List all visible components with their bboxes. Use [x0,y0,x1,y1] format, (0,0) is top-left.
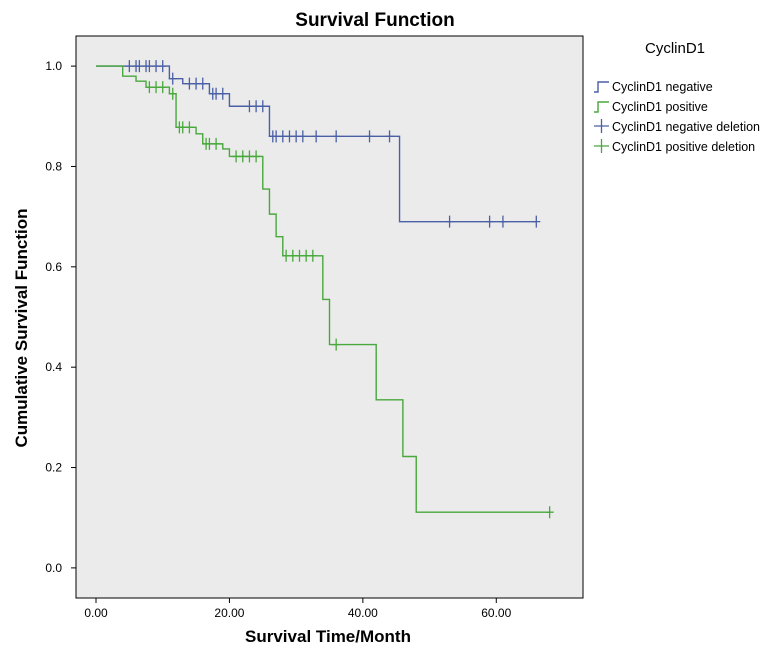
x-axis-title: Survival Time/Month [245,627,411,646]
censor-mark [212,137,221,150]
legend-label: CyclinD1 positive [612,100,708,114]
legend-label: CyclinD1 positive deletion [612,140,755,154]
y-tick-label: 1.0 [45,59,62,73]
censor-mark [145,60,154,73]
censor-mark [252,100,261,113]
censor-mark [532,215,541,228]
censor-mark [232,150,241,163]
censor-mark [385,130,394,143]
censor-mark [282,249,291,262]
legend-plus-icon [594,119,609,133]
legend-items: CyclinD1 negative CyclinD1 positive Cyclin… [594,80,760,154]
chart-title: Survival Function [295,10,454,31]
x-tick-label: 0.00 [84,606,108,620]
censor-mark [212,87,221,100]
censor-mark [145,81,154,94]
censor-mark [125,60,134,73]
legend-step-icon [594,81,609,93]
censor-mark [218,87,227,100]
censor-mark [178,121,187,134]
censor-mark [135,60,144,73]
legend-title: CyclinD1 [645,40,705,57]
legend-step-icon [594,101,609,113]
legend: CyclinD1 CyclinD1 negative CyclinD1 posit… [594,40,760,154]
y-tick-label: 0.2 [45,461,62,475]
y-tick-label: 0.0 [45,561,62,575]
censor-mark [445,215,454,228]
censor-mark [185,77,194,90]
censor-mark [302,249,311,262]
censor-marks [125,60,554,519]
censor-mark [168,87,177,100]
censor-mark [168,72,177,85]
censor-mark [365,130,374,143]
censor-mark [198,77,207,90]
censor-mark [192,77,201,90]
censor-mark [152,60,161,73]
x-tick-label: 60.00 [481,606,511,620]
censor-mark [158,81,167,94]
censor-mark [288,249,297,262]
axis-ticks: 0.00 20.00 40.00 60.00 0.0 0.2 0.4 0.6 0.8 1.0 [45,59,511,620]
y-tick-label: 0.4 [45,360,62,374]
censor-mark [312,130,321,143]
censor-mark [498,215,507,228]
y-tick-label: 0.8 [45,159,62,173]
censor-mark [332,130,341,143]
censor-mark [245,150,254,163]
censor-mark [298,130,307,143]
censor-mark [252,150,261,163]
censor-mark [258,100,267,113]
censor-mark [238,150,247,163]
censor-mark [332,338,341,351]
censor-mark [205,137,214,150]
censor-mark [272,130,281,143]
censor-mark [278,130,287,143]
censor-mark [185,121,194,134]
censor-mark [292,130,301,143]
censor-mark [245,100,254,113]
censor-mark [158,60,167,73]
censor-mark [295,249,304,262]
x-tick-label: 40.00 [348,606,378,620]
legend-label: CyclinD1 negative deletion [612,120,760,134]
censor-mark [485,215,494,228]
censor-mark [545,506,554,519]
legend-plus-icon [594,139,609,153]
censor-mark [285,130,294,143]
censor-mark [308,249,317,262]
x-tick-label: 20.00 [214,606,244,620]
censor-mark [152,81,161,94]
legend-label: CyclinD1 negative [612,80,713,94]
y-axis-title: Cumulative Survival Function [12,209,31,448]
y-tick-label: 0.6 [45,260,62,274]
